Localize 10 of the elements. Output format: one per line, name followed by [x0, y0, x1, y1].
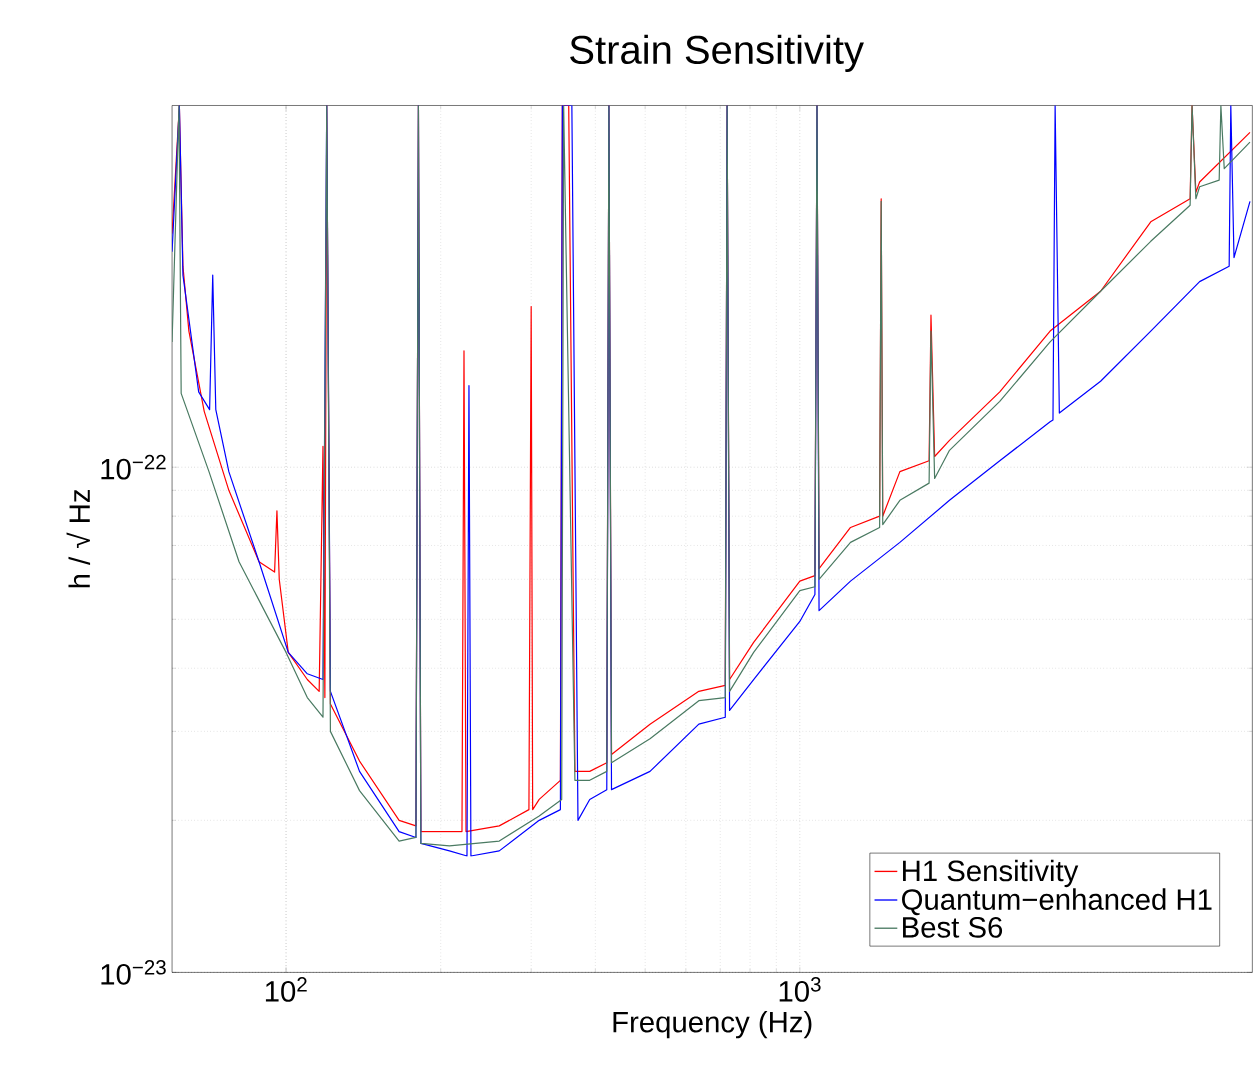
x-axis-title: Frequency (Hz) — [613, 1010, 812, 1039]
legend-label: Best S6 — [903, 916, 1003, 938]
y-tick-label: 10$^{−23}$ — [101, 959, 166, 985]
legend-label: Quantum−enhanced H1 — [902, 888, 1212, 916]
chart-title: Strain Sensitivity — [570, 34, 864, 72]
y-axis-title: h / √ Hz — [66, 489, 91, 588]
x-tick-label: 10$^{2}$ — [265, 976, 307, 1002]
y-tick-label: 10$^{−22}$ — [101, 454, 166, 480]
legend-label: H1 Sensitivity — [903, 859, 1079, 887]
x-tick-label: 10$^{3}$ — [779, 976, 821, 1002]
